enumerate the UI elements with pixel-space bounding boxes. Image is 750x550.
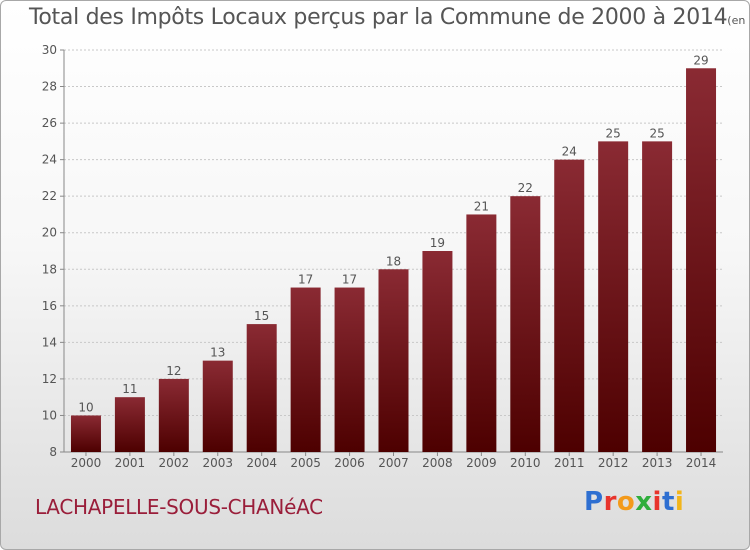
- x-tick-label: 2006: [334, 456, 365, 470]
- bars: [70, 68, 717, 453]
- y-tick-label: 16: [42, 299, 57, 313]
- logo-letter: x: [635, 487, 653, 517]
- data-label: 29: [693, 53, 708, 67]
- data-label: 18: [386, 254, 401, 268]
- data-label: 25: [606, 126, 621, 140]
- bar-2000: [70, 415, 101, 452]
- labels: 8 10 12 14 16 18 20 22 24 26 28 30 10 2000 11 2001 12 200…: [42, 43, 717, 470]
- bar-2011: [554, 159, 585, 453]
- logo-letter: P: [584, 487, 604, 517]
- y-tick-label: 30: [42, 43, 57, 57]
- data-label: 12: [166, 364, 181, 378]
- x-tick-label: 2007: [378, 456, 409, 470]
- bar-2004: [246, 324, 277, 452]
- bar-2003: [202, 360, 233, 452]
- chart-title: Total des Impôts Locaux perçus par la Co…: [29, 5, 749, 30]
- x-tick-label: 2013: [642, 456, 673, 470]
- logo-letter: t: [661, 487, 675, 517]
- x-tick-label: 2003: [202, 456, 233, 470]
- y-tick-label: 20: [42, 226, 57, 240]
- logo-letter: o: [616, 487, 636, 517]
- logo-letter: i: [652, 487, 662, 517]
- y-tick-label: 10: [42, 408, 57, 422]
- y-tick-label: 26: [42, 116, 57, 130]
- data-label: 17: [298, 273, 313, 287]
- logo-letter: i: [674, 487, 685, 517]
- data-label: 10: [78, 400, 93, 414]
- data-label: 11: [122, 382, 137, 396]
- bar-2002: [158, 378, 189, 452]
- x-tick-label: 2000: [71, 456, 102, 470]
- x-tick-label: 2010: [510, 456, 541, 470]
- bar-2006: [334, 287, 365, 452]
- data-label: 21: [474, 199, 489, 213]
- data-label: 24: [562, 145, 577, 159]
- x-tick-label: 2002: [159, 456, 190, 470]
- commune-name: LACHAPELLE-SOUS-CHANéAC: [35, 495, 323, 519]
- x-tick-label: 2012: [598, 456, 629, 470]
- x-tick-label: 2008: [422, 456, 453, 470]
- x-tick-label: 2001: [115, 456, 146, 470]
- data-label: 13: [210, 346, 225, 360]
- y-tick-label: 28: [42, 80, 57, 94]
- bar-2012: [598, 141, 629, 452]
- bar-2007: [378, 269, 409, 452]
- y-tick-label: 18: [42, 262, 57, 276]
- x-tick-label: 2009: [466, 456, 497, 470]
- data-label: 17: [342, 273, 357, 287]
- proxiti-logo: Proxiti: [584, 487, 684, 517]
- x-tick-label: 2014: [686, 456, 717, 470]
- x-tick-label: 2004: [246, 456, 277, 470]
- x-tick-label: 2005: [290, 456, 321, 470]
- bar-2009: [466, 214, 497, 452]
- bar-2014: [686, 68, 717, 452]
- chart-unit: (en milliers d'€): [727, 14, 749, 27]
- bar-2001: [114, 397, 145, 452]
- bar-2008: [422, 251, 453, 452]
- y-tick-label: 8: [49, 445, 57, 459]
- chart-title-text: Total des Impôts Locaux perçus par la Co…: [29, 5, 728, 30]
- y-tick-label: 14: [42, 335, 57, 349]
- bar-2010: [510, 196, 541, 452]
- logo-letter: r: [603, 487, 617, 517]
- data-label: 19: [430, 236, 445, 250]
- bar-2005: [290, 287, 321, 452]
- y-tick-label: 24: [42, 153, 57, 167]
- y-tick-label: 12: [42, 372, 57, 386]
- data-label: 15: [254, 309, 269, 323]
- bar-2013: [642, 141, 673, 452]
- data-label: 25: [649, 126, 664, 140]
- x-tick-label: 2011: [554, 456, 585, 470]
- y-tick-label: 22: [42, 189, 57, 203]
- data-label: 22: [518, 181, 533, 195]
